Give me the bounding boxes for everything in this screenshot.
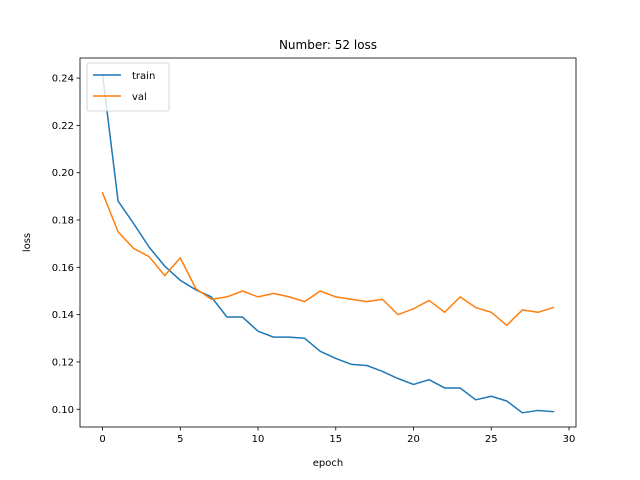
- x-tick-label: 25: [485, 434, 498, 445]
- plot-area: 0 5 10 15 20 25 30 0.10 0.12 0.14 0.16 0.18 0.20 0.22…: [52, 57, 577, 445]
- chart-title: Number: 52 loss: [279, 38, 377, 52]
- y-tick-label: 0.24: [52, 74, 74, 85]
- y-axis-label: loss: [22, 233, 33, 252]
- x-tick-label: 30: [563, 434, 576, 445]
- legend-label-train: train: [132, 71, 155, 82]
- plot-frame: [79, 57, 577, 428]
- series-line-val: [101, 191, 555, 327]
- y-tick-label: 0.20: [52, 168, 74, 179]
- x-tick-label: 15: [329, 434, 342, 445]
- x-tick-label: 20: [407, 434, 420, 445]
- y-tick-label: 0.22: [52, 121, 74, 132]
- x-tick-label: 0: [99, 434, 105, 445]
- y-tick-label: 0.18: [52, 216, 74, 227]
- legend-box: [86, 62, 170, 112]
- x-tick-label: 10: [252, 434, 265, 445]
- legend: train val: [86, 62, 170, 112]
- x-axis-label: epoch: [313, 458, 343, 469]
- y-tick-label: 0.10: [52, 405, 74, 416]
- y-tick-label: 0.12: [52, 357, 74, 368]
- y-tick-label: 0.16: [52, 263, 74, 274]
- y-tick-label: 0.14: [52, 310, 74, 321]
- series-line-train: [101, 73, 555, 414]
- legend-label-val: val: [132, 92, 147, 103]
- x-tick-label: 5: [177, 434, 183, 445]
